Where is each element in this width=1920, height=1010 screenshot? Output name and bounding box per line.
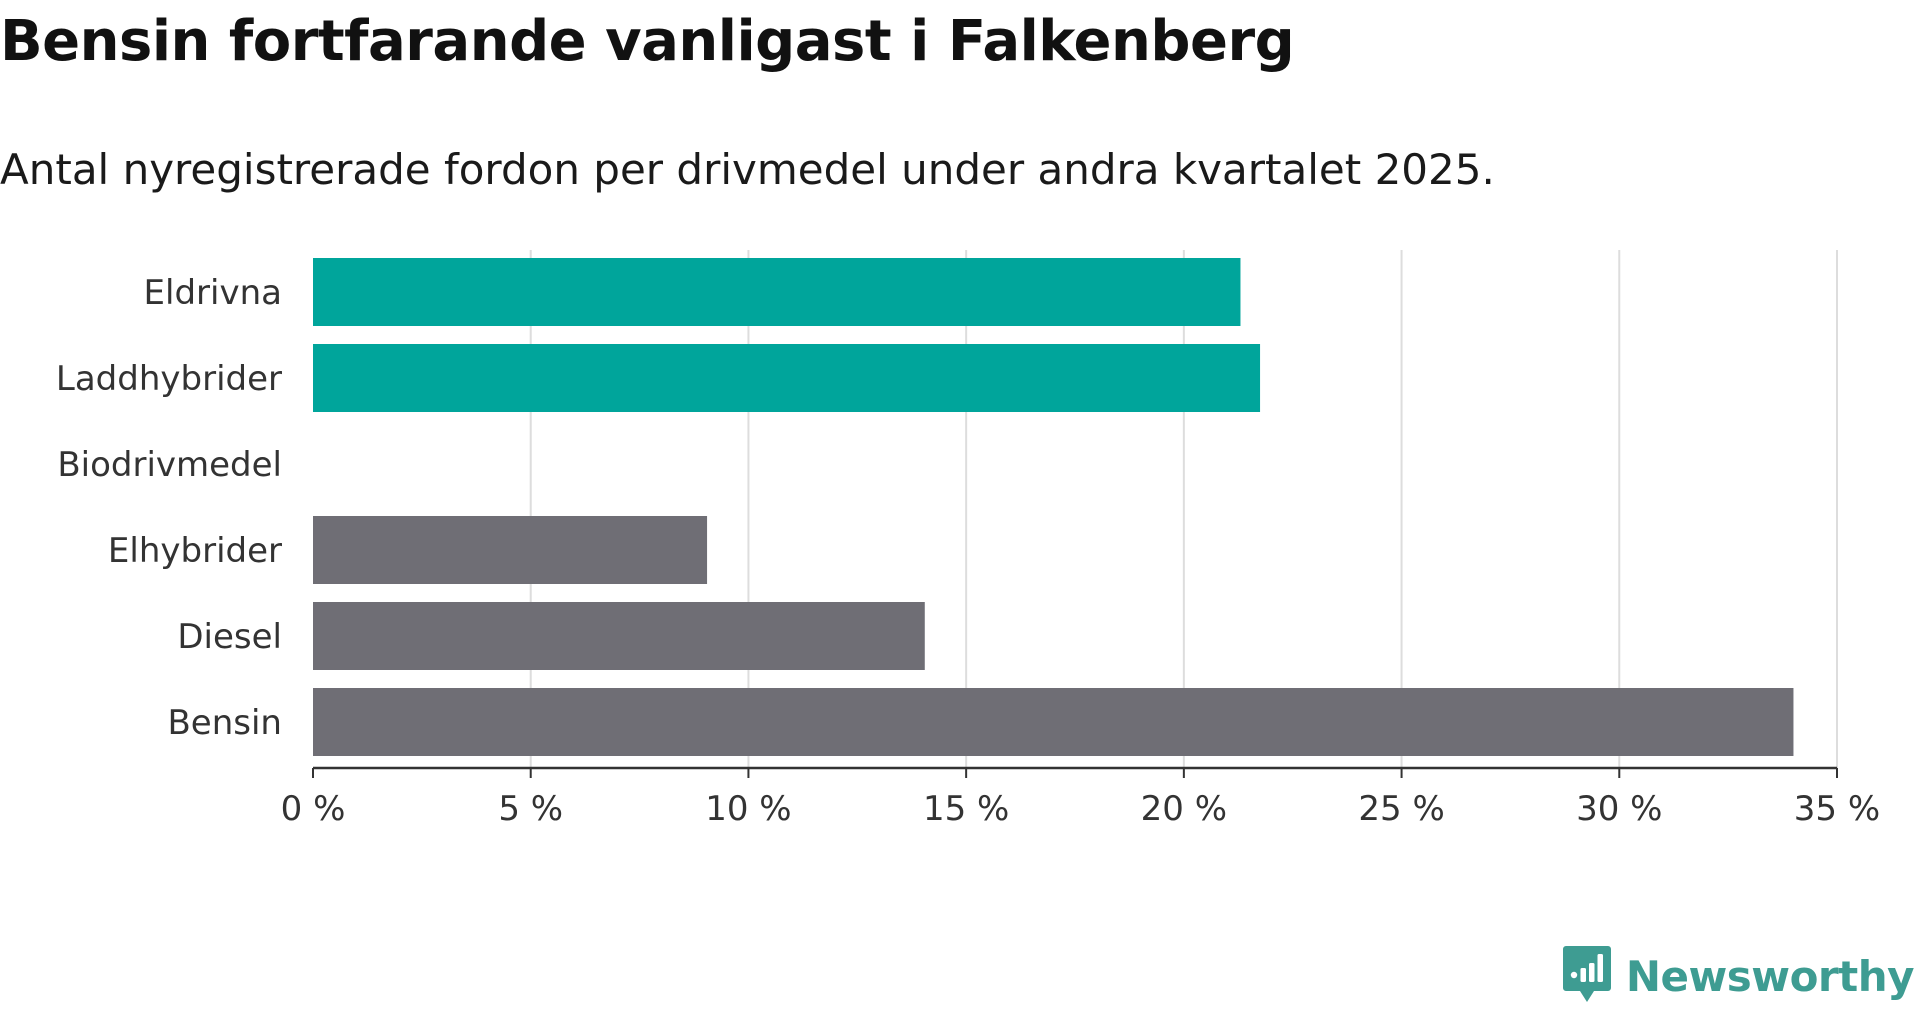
chart-title: Bensin fortfarande vanligast i Falkenber… [0,9,1295,74]
newsworthy-wordmark: Newsworthy [1625,951,1915,1001]
x-tick-label: 10 % [705,789,791,829]
category-label: Biodrivmedel [57,445,282,485]
x-axis: 0 % 5 % 10 % 15 % 20 % 25 % 30 % 35 % [281,766,1880,829]
bar-bensin [313,688,1794,756]
bar-laddhybrider [313,344,1261,412]
x-tick-label: 5 % [498,789,563,829]
bar-chart: 0 % 5 % 10 % 15 % 20 % 25 % 30 % 35 % Eldrivna L… [56,250,1880,829]
category-label: Elhybrider [108,531,282,571]
x-tick-label: 20 % [1141,789,1227,829]
x-tick-label: 15 % [923,789,1009,829]
category-label: Laddhybrider [56,359,282,399]
x-tick-label: 30 % [1576,789,1662,829]
x-tick-label: 0 % [281,789,346,829]
bars [313,258,1794,756]
category-labels: Eldrivna Laddhybrider Biodrivmedel Elhybrid… [56,273,282,743]
category-label: Bensin [167,703,282,743]
x-tick-label: 35 % [1794,789,1880,829]
category-label: Diesel [177,617,282,657]
chart-subtitle: Antal nyregistrerade fordon per drivmede… [0,145,1495,194]
x-tick-label: 25 % [1358,789,1444,829]
newsworthy-logo-icon [1562,944,1612,1008]
bar-elhybrider [313,516,708,584]
grid-lines [529,250,1838,768]
newsworthy-brand: Newsworthy [1562,944,1915,1008]
bar-diesel [313,602,925,670]
category-label: Eldrivna [144,273,282,313]
bar-eldrivna [313,258,1241,326]
